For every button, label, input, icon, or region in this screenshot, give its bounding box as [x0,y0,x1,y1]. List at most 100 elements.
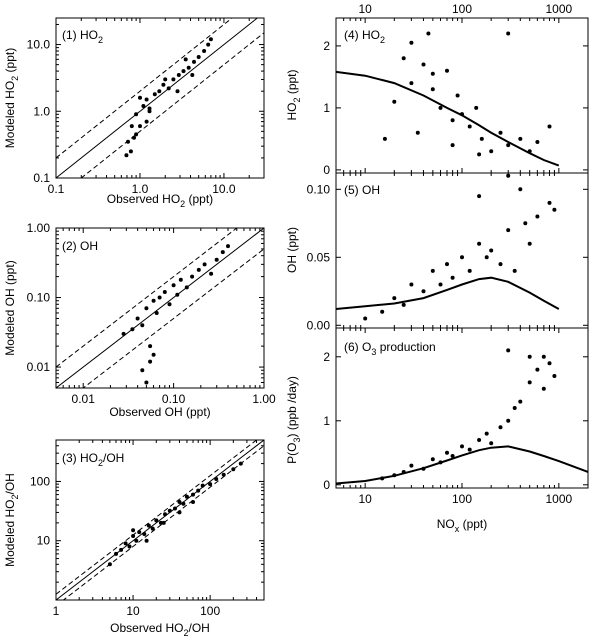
data-point [192,59,196,64]
data-point [409,463,414,468]
data-point [221,472,226,477]
data-point [142,532,147,536]
data-point [128,149,133,154]
y-tick-label: 1.00 [27,221,51,235]
data-point [184,494,189,499]
panel-3-ylabel: Modeled HO2/OH [3,473,20,567]
factor-line-2 [56,18,233,159]
data-point [151,298,156,303]
data-point [214,257,219,262]
x-tick-label: 10.0 [212,182,236,196]
panel-2-ticks: 0.01 0.10 1.00 0.01 0.10 1.00 [27,221,276,406]
data-point [183,57,188,62]
x-tick-label: 0.01 [72,392,96,406]
y-tick-label: 0.05 [307,250,331,264]
y-tick-label: 1.0 [33,104,50,118]
data-point [460,444,464,449]
data-point [150,526,155,531]
data-point [226,244,230,249]
data-point [181,69,186,74]
x-tick-label: 1 [53,604,60,618]
data-point [238,461,243,466]
data-point [479,136,484,141]
data-point [380,476,385,481]
model-curve [336,276,560,310]
panel-4-title: (4) HO2 [344,28,385,45]
panel-2-xlabel: Observed OH (ppt) [109,405,210,419]
panel-6-plot: 0 1 2 10 100 1000 [323,328,589,506]
data-point [190,274,195,279]
data-point [430,71,435,76]
data-point [498,130,503,135]
data-point [477,438,482,442]
data-point [421,466,426,471]
y-tick-label: 10.0 [27,38,51,52]
data-point [489,149,494,154]
data-point [196,267,201,272]
data-point [154,311,159,315]
data-point [231,467,236,472]
panel-1-title: (1) HO2 [62,28,103,45]
data-point [191,500,195,504]
data-point [220,250,225,255]
x-tick-label: 1.0 [132,182,149,196]
data-point [477,152,482,157]
model-curve [336,70,560,167]
data-point [506,348,511,353]
data-point [477,194,482,199]
data-point [460,112,464,117]
data-point [123,541,128,546]
data-point [141,104,146,108]
data-point [144,119,149,124]
data-point [134,538,139,543]
data-point [518,136,523,141]
data-point [144,306,149,311]
data-point [157,89,162,94]
y-tick-label: 0.00 [307,318,331,332]
x-tick-label: 1000 [545,492,572,506]
y-tick-label: 2 [323,39,330,53]
panel-5-title: (5) OH [344,183,380,197]
panel-1-xlabel: Observed HO2 (ppt) [107,192,213,209]
data-point [138,95,142,100]
data-point [181,501,186,506]
data-point [206,42,211,47]
panel-6-title: (6) O3 production [344,340,436,357]
panel-4-data-layer [336,31,560,167]
data-point [421,62,426,67]
data-point [445,262,449,267]
data-point [208,37,213,42]
x-tick-label: 1.00 [252,392,276,406]
data-point [409,40,414,45]
data-point [506,418,511,423]
data-point [158,520,163,525]
data-point [196,55,201,59]
data-point [438,105,443,110]
data-point [175,89,180,94]
panel-6: 0 1 2 10 100 1000 (6) O3 production NOx (ppt)… [285,327,589,534]
y-tick-label: 0 [323,163,330,177]
panel-4-ticks: 0 1 2 10 100 1000 [323,2,589,177]
data-point [409,282,414,287]
data-point [147,109,152,114]
data-point [171,77,176,82]
factor-line-1 [62,445,264,600]
panel-3-plot: 10 100 1 10 100 [30,439,265,618]
data-point [450,118,455,123]
data-point [547,124,552,129]
panel-3: 10 100 1 10 100 (3) HO2/OH Observed HO2/OH M… [3,439,265,638]
data-point [127,544,132,549]
panel-2-plot: 0.01 0.10 1.00 0.01 0.10 1.00 [27,221,276,406]
data-point [167,302,172,307]
panel-2-ylabel: Modeled OH (ppt) [3,260,17,355]
y-tick-label: 10 [37,534,51,548]
x-tick-label-top: 10 [358,2,372,16]
data-point [415,130,420,135]
data-point [392,296,397,301]
y-tick-label: 1 [323,414,330,428]
data-point [541,386,546,391]
data-point [527,354,532,359]
panel-5: 0.00 0.05 0.10 (5) OH OH (ppt) [285,172,589,332]
data-point [107,562,112,567]
